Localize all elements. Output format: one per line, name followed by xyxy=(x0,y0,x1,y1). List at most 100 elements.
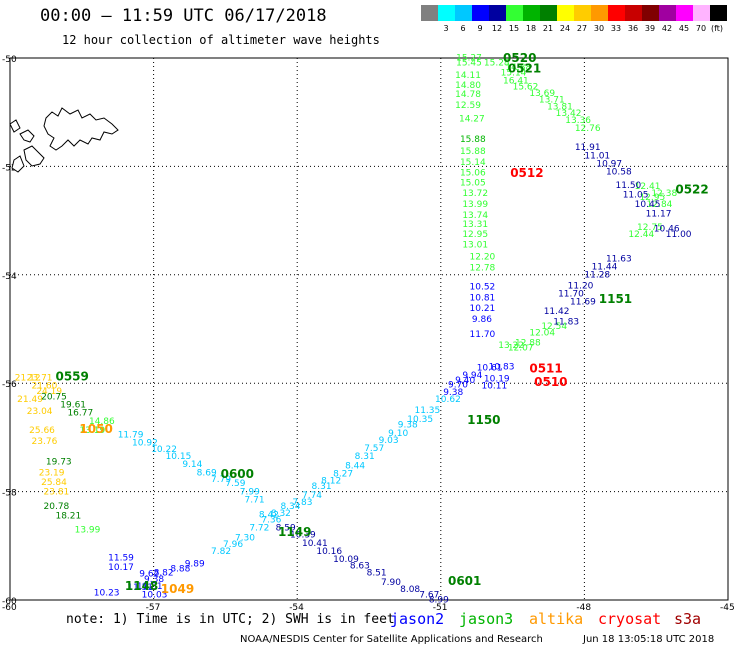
wave-height-reading: 9.86 xyxy=(472,315,492,325)
wave-height-reading: 7.79 xyxy=(211,475,231,485)
pass-time-label: 0601 xyxy=(448,574,481,588)
wave-height-reading: 12.44 xyxy=(628,230,654,240)
legend-tick-label: 24 xyxy=(559,24,571,33)
wave-height-reading: 7.67 xyxy=(419,590,439,600)
longitude-label: -51 xyxy=(433,603,448,613)
legend-swatch xyxy=(523,5,540,21)
wave-height-reading: 11.20 xyxy=(568,281,594,291)
wave-height-reading: 19.61 xyxy=(60,401,86,411)
wave-height-reading: 18.21 xyxy=(55,512,81,522)
legend-swatch xyxy=(489,5,506,21)
wave-height-reading: 8.59 xyxy=(276,524,296,534)
wave-height-reading: 16.41 xyxy=(503,76,529,86)
wave-height-reading: 11.00 xyxy=(666,230,692,240)
generated-timestamp: Jun 18 13:05:18 UTC 2018 xyxy=(583,634,715,645)
wave-height-reading: 14.78 xyxy=(455,90,481,100)
wave-height-reading: 11.44 xyxy=(592,262,618,272)
wave-height-reading: 11.81 xyxy=(137,582,163,592)
legend-swatch xyxy=(421,5,438,21)
wave-height-reading: 10.17 xyxy=(108,563,134,573)
wave-height-reading: 10.61 xyxy=(477,364,503,374)
legend-unit-label: (ft) xyxy=(710,24,724,33)
legend-tick-label: 15 xyxy=(508,24,520,33)
wave-height-reading: 15.88 xyxy=(460,135,486,145)
legend-tick-label: 39 xyxy=(644,24,656,33)
wave-height-reading: 16.77 xyxy=(67,409,93,419)
wave-height-reading: 25.84 xyxy=(41,478,67,488)
wave-height-reading: 11.05 xyxy=(623,190,649,200)
wave-height-reading: 12.59 xyxy=(455,101,481,111)
wave-height-reading: 7.59 xyxy=(225,479,245,489)
wave-height-reading: 20.78 xyxy=(44,502,70,512)
wave-height-reading: 10.58 xyxy=(606,168,632,178)
legend-swatch xyxy=(557,5,574,21)
map-title: 00:00 – 11:59 UTC 06/17/2018 xyxy=(40,6,327,26)
wave-height-reading: 12.54 xyxy=(541,322,567,332)
wave-height-reading: 9.10 xyxy=(388,429,408,439)
wave-height-reading: 9.38 xyxy=(443,388,463,398)
wave-height-reading: 9.38 xyxy=(398,421,418,431)
wave-height-reading: 13.99 xyxy=(462,200,488,210)
wave-height-reading: 9.70 xyxy=(448,381,468,391)
legend-swatch xyxy=(659,5,676,21)
wave-height-reading: 12.20 xyxy=(470,253,496,263)
wave-height-reading: 11.70 xyxy=(558,289,584,299)
wave-height-reading: 13.69 xyxy=(529,89,555,99)
wave-height-reading: 7.74 xyxy=(302,491,322,501)
legend-tick-label: 33 xyxy=(610,24,622,33)
wave-height-reading: 15.62 xyxy=(513,82,539,92)
wave-height-reading: 13.81 xyxy=(547,102,573,112)
wave-height-reading: 8.12 xyxy=(321,476,341,486)
wave-height-reading: 14.27 xyxy=(459,114,485,124)
wave-height-reading: 12.78 xyxy=(470,263,496,273)
legend-swatch xyxy=(710,5,727,21)
legend-jason3: jason3 xyxy=(459,610,514,628)
wave-height-reading: 10.19 xyxy=(484,375,510,385)
wave-height-reading: 9.03 xyxy=(379,436,399,446)
wave-height-reading: 10.92 xyxy=(132,439,158,449)
wave-height-reading: 8.69 xyxy=(197,468,217,478)
pass-time-label: 1150 xyxy=(467,413,500,427)
legend-tick-label: 18 xyxy=(525,24,537,33)
longitude-label: -45 xyxy=(720,603,735,613)
legend-cryosat: cryosat xyxy=(598,610,662,628)
wave-height-reading: 15.14 xyxy=(460,158,486,168)
legend-tick-label: 42 xyxy=(661,24,673,33)
wave-height-reading: 14.86 xyxy=(89,417,115,427)
wave-height-reading: 10.81 xyxy=(470,293,496,303)
wave-height-reading: 15.14 xyxy=(501,68,527,78)
wave-height-reading: 9.14 xyxy=(182,460,202,470)
wave-height-reading: 9.94 xyxy=(462,371,482,381)
latitude-label: -58 xyxy=(2,489,17,499)
pass-time-label: 0510 xyxy=(534,375,567,389)
wave-height-reading: 7.71 xyxy=(245,495,265,505)
wave-height-reading: 8.27 xyxy=(333,469,353,479)
wave-height-reading: 8.42 xyxy=(259,511,279,521)
wave-height-reading: 12.95 xyxy=(462,230,488,240)
wave-height-reading: 20.75 xyxy=(41,392,67,402)
wave-height-reading: 10.09 xyxy=(333,555,359,565)
wave-height-reading: 23.19 xyxy=(39,468,65,478)
pass-time-label: 0600 xyxy=(221,467,254,481)
legend-swatch xyxy=(472,5,489,21)
wave-height-reading: 8.88 xyxy=(170,564,190,574)
legend-swatch xyxy=(506,5,523,21)
legend-swatch xyxy=(625,5,642,21)
wave-height-reading: 11.83 xyxy=(553,318,579,328)
wave-height-reading: 15.28 xyxy=(484,59,510,69)
wave-height-reading: 14.11 xyxy=(455,71,481,81)
units-note: note: 1) Time is in UTC; 2) SWH is in fe… xyxy=(66,612,395,627)
wave-height-reading: 10.41 xyxy=(302,539,328,549)
latitude-label: -54 xyxy=(2,272,17,282)
wave-height-reading: 15.45 xyxy=(456,59,482,69)
wave-height-reading: 21.60 xyxy=(32,382,58,392)
legend-tick-label: 3 xyxy=(443,24,449,33)
wave-height-reading: 13.42 xyxy=(556,109,582,119)
wave-height-reading: 11.42 xyxy=(544,307,570,317)
wave-height-reading: 13.71 xyxy=(539,95,565,105)
legend-swatch xyxy=(455,5,472,21)
pass-time-label: 0511 xyxy=(529,361,562,375)
wave-height-reading: 12.76 xyxy=(575,124,601,134)
wave-height-reading: 21.12 xyxy=(15,373,41,383)
